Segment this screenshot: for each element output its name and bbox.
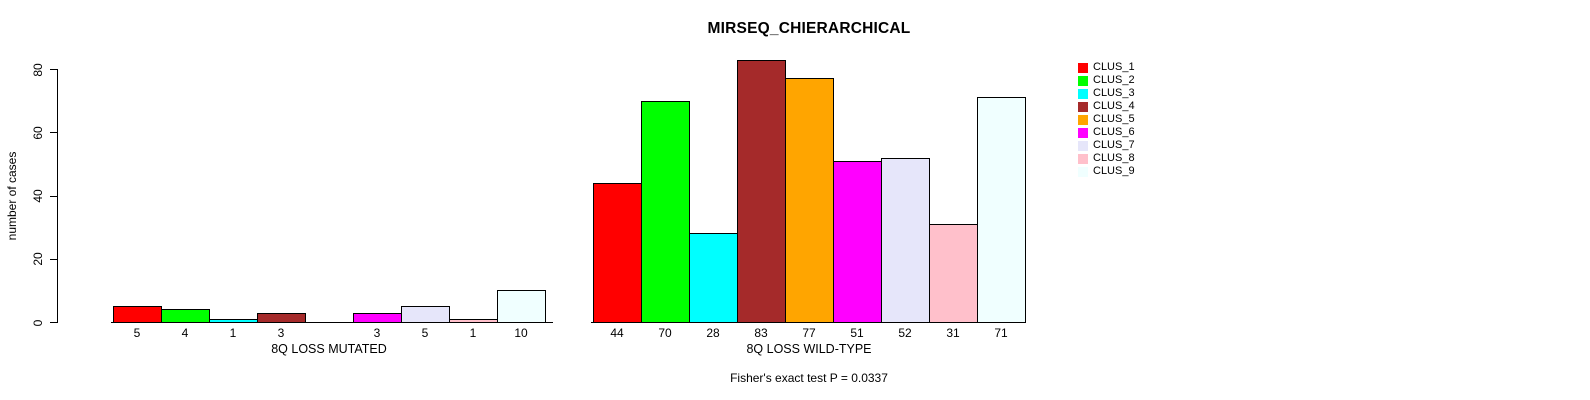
bar-clus_7 — [401, 306, 450, 323]
legend-item-clus_6: CLUS_6 — [1078, 126, 1135, 139]
bar-value-label: 28 — [706, 326, 720, 340]
legend-swatch-clus_3 — [1078, 88, 1088, 99]
bar-value-label: 52 — [898, 326, 912, 340]
legend-swatch-clus_8 — [1078, 153, 1088, 164]
legend-item-clus_9: CLUS_9 — [1078, 165, 1135, 178]
legend-label: CLUS_8 — [1093, 152, 1135, 165]
y-axis-tick — [50, 195, 57, 197]
bar-value-label: 77 — [802, 326, 816, 340]
bar-clus_8 — [449, 318, 498, 323]
bar-clus_3 — [689, 233, 738, 323]
bar-value-label: 4 — [181, 326, 189, 340]
legend-label: CLUS_6 — [1093, 126, 1135, 139]
legend-item-clus_3: CLUS_3 — [1078, 87, 1135, 100]
y-axis-tick-label: 60 — [31, 126, 45, 140]
legend-item-clus_7: CLUS_7 — [1078, 139, 1135, 152]
bar-value-label: 83 — [754, 326, 768, 340]
y-axis-tick-label: 40 — [31, 189, 45, 203]
x-axis-line — [111, 322, 553, 323]
y-axis-line — [57, 69, 58, 323]
bar-clus_5 — [785, 78, 834, 323]
legend-swatch-clus_5 — [1078, 114, 1088, 125]
bar-value-label: 5 — [421, 326, 429, 340]
x-axis-group-label-mutated: 8Q LOSS MUTATED — [271, 342, 387, 356]
legend-label: CLUS_5 — [1093, 113, 1135, 126]
legend-item-clus_8: CLUS_8 — [1078, 152, 1135, 165]
legend-label: CLUS_3 — [1093, 87, 1135, 100]
bar-value-label: 1 — [469, 326, 477, 340]
bar-value-label: 31 — [946, 326, 960, 340]
bar-clus_9 — [977, 97, 1026, 323]
fisher-test-annotation: Fisher's exact test P = 0.0337 — [730, 371, 888, 385]
y-axis-tick-label: 20 — [31, 252, 45, 266]
legend-item-clus_1: CLUS_1 — [1078, 61, 1135, 74]
legend-item-clus_4: CLUS_4 — [1078, 100, 1135, 113]
bar-value-label: 1 — [229, 326, 237, 340]
legend-label: CLUS_1 — [1093, 61, 1135, 74]
legend-label: CLUS_2 — [1093, 74, 1135, 87]
bar-value-label: 3 — [277, 326, 285, 340]
bar-value-label: 10 — [514, 326, 528, 340]
y-axis-tick — [50, 69, 57, 70]
bar-clus_3 — [209, 318, 258, 323]
legend-swatch-clus_6 — [1078, 127, 1088, 138]
bar-clus_8 — [929, 223, 978, 323]
bar-value-label: 51 — [850, 326, 864, 340]
y-axis-tick — [50, 258, 57, 260]
bar-clus_6 — [833, 160, 882, 323]
bar-clus_1 — [113, 306, 162, 323]
bar-clus_1 — [593, 182, 642, 323]
bar-clus_4 — [257, 312, 306, 323]
bar-value-label: 44 — [610, 326, 624, 340]
legend-swatch-clus_9 — [1078, 166, 1088, 177]
y-axis-tick-label: 80 — [31, 62, 45, 77]
bar-clus_2 — [161, 309, 210, 323]
chart-title: MIRSEQ_CHIERARCHICAL — [707, 20, 911, 37]
y-axis-tick — [50, 322, 57, 323]
legend-swatch-clus_2 — [1078, 75, 1088, 86]
legend-swatch-clus_4 — [1078, 101, 1088, 112]
legend-swatch-clus_1 — [1078, 62, 1088, 73]
y-axis-label: number of cases — [5, 151, 19, 241]
bar-value-label: 70 — [658, 326, 672, 340]
bar-clus_4 — [737, 59, 786, 323]
legend-item-clus_2: CLUS_2 — [1078, 74, 1135, 87]
bar-value-label: 5 — [133, 326, 141, 340]
legend-label: CLUS_7 — [1093, 139, 1135, 152]
bar-value-label: 3 — [373, 326, 381, 340]
legend-label: CLUS_4 — [1093, 100, 1135, 113]
bar-clus_2 — [641, 100, 690, 323]
legend-item-clus_5: CLUS_5 — [1078, 113, 1135, 126]
bar-clus_9 — [497, 290, 546, 323]
legend-swatch-clus_7 — [1078, 140, 1088, 151]
bar-clus_6 — [353, 312, 402, 323]
y-axis-tick — [50, 132, 57, 134]
bar-value-label: 71 — [994, 326, 1008, 340]
y-axis-tick-label: 0 — [31, 319, 45, 326]
x-axis-group-label-wild-type: 8Q LOSS WILD-TYPE — [746, 342, 872, 356]
legend-label: CLUS_9 — [1093, 165, 1135, 178]
bar-clus_7 — [881, 157, 930, 323]
